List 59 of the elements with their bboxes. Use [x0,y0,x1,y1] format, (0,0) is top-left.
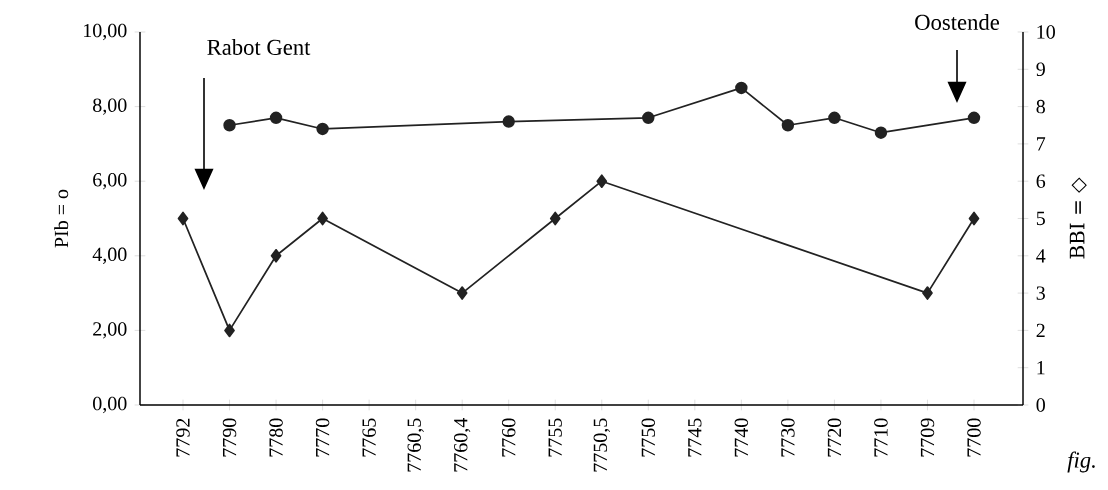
x-tick-label: 7765 [362,418,376,457]
y-tick-label: 2,00 [93,322,127,339]
y2-tick-label: 10 [1037,25,1055,39]
point [224,323,235,338]
y-tick-label: 6,00 [93,173,127,190]
y2-tick-label: 8 [1036,99,1045,114]
x-tick-label: 7709 [920,418,935,457]
y2-tick-label: 4 [1036,249,1046,263]
x-tick-label: 7755 [548,418,562,457]
point [269,111,283,124]
x-tick-label: 7792 [176,418,190,457]
point [316,122,329,136]
point [502,115,515,128]
y-tick-label: 0,00 [93,396,127,414]
y2-tick-label: 7 [1037,137,1046,151]
y-tick-label: 8,00 [93,98,127,115]
point [549,211,561,226]
x-tick-label: 7790 [222,418,237,457]
x-tick-label: 7780 [269,418,283,457]
point [968,211,980,226]
y2-tick-label: 6 [1036,174,1046,188]
y2-axis-title: BBI = ◇ [1069,177,1087,259]
text: Oostende [915,14,1000,30]
text: fig. [1067,451,1095,473]
y2-tick-label: 0 [1036,398,1045,412]
point [596,174,608,189]
x-tick-label: 7720 [827,418,842,457]
x-tick-label: 7700 [967,418,981,457]
point [967,111,981,124]
x-tick-label: 7745 [688,418,702,457]
y-axis-title: PIb = o [54,189,69,248]
x-tick-label: 7770 [315,418,330,457]
x-tick-label: 7740 [734,418,749,457]
y2-tick-label: 5 [1036,211,1045,226]
y2-tick-label: 9 [1036,62,1045,77]
y2-tick-label: 2 [1036,323,1045,338]
x-tick-label: 7750 [641,418,656,457]
point [317,211,328,226]
point [735,81,748,95]
x-tick-label: 7760,4 [453,418,471,472]
point [828,111,841,124]
point [922,286,933,300]
x-tick-label: 7750,5 [593,418,610,472]
point [223,119,236,132]
y-tick-label: 10,00 [84,23,127,41]
point [456,286,468,300]
point [781,119,795,132]
y2-tick-label: 1 [1037,361,1045,375]
x-tick-label: 7760,5 [407,418,424,472]
point [874,126,888,139]
y2-tick-label: 3 [1036,286,1045,300]
x-tick-label: 7760 [501,418,516,457]
point [642,111,655,124]
x-tick-label: 7710 [874,418,888,457]
y-tick-label: 4,00 [92,247,127,264]
annotation: Rabot Gent [207,39,311,55]
x-tick-label: 7730 [781,418,795,457]
point [270,248,282,263]
point [177,211,189,226]
